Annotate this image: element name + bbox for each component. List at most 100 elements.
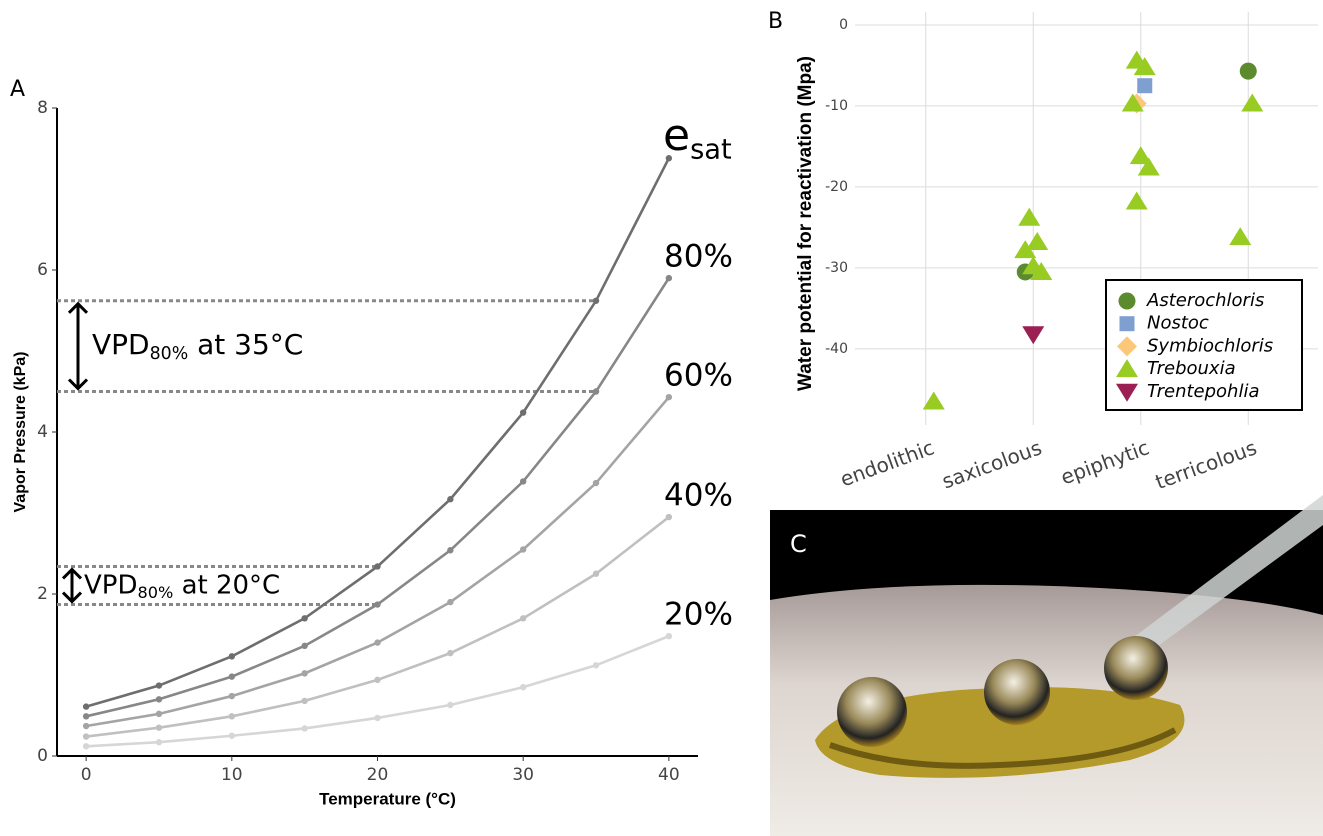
panel-label: C bbox=[790, 530, 807, 558]
y-tick-label: 0 bbox=[839, 17, 848, 33]
vpd-label-sub: 80% bbox=[150, 344, 189, 364]
point bbox=[447, 496, 454, 503]
point bbox=[82, 733, 90, 740]
point bbox=[228, 673, 236, 680]
point bbox=[1125, 191, 1148, 210]
point bbox=[228, 692, 236, 700]
x-tick-label: 0 bbox=[81, 765, 92, 785]
x-tick-label: 20 bbox=[367, 765, 389, 785]
point bbox=[228, 653, 236, 660]
point bbox=[374, 639, 381, 646]
legend-symbol bbox=[1116, 359, 1138, 378]
pipette bbox=[1130, 495, 1323, 652]
panel-label: A bbox=[10, 77, 25, 102]
point bbox=[374, 714, 381, 722]
point bbox=[519, 546, 527, 553]
lichen-edge bbox=[828, 727, 1177, 769]
point bbox=[1022, 326, 1045, 345]
point bbox=[1241, 93, 1264, 112]
y-tick-label: -30 bbox=[825, 260, 848, 276]
y-tick-label: 0 bbox=[37, 746, 48, 766]
point bbox=[665, 393, 673, 401]
series-line bbox=[85, 157, 671, 708]
point bbox=[592, 388, 600, 395]
panel-label: B bbox=[768, 9, 783, 34]
point bbox=[301, 615, 308, 622]
point bbox=[665, 274, 673, 282]
point bbox=[592, 479, 600, 487]
point bbox=[301, 725, 308, 732]
y-tick-label: -40 bbox=[825, 341, 848, 357]
point bbox=[592, 662, 600, 669]
vpd-label: VPD80% at 35°C bbox=[92, 328, 303, 364]
point bbox=[592, 297, 600, 304]
point bbox=[519, 615, 527, 622]
point bbox=[922, 391, 945, 410]
y-tick-label: -20 bbox=[825, 179, 848, 195]
legend-label: Trentepohlia bbox=[1147, 381, 1260, 402]
series-line bbox=[86, 634, 670, 748]
point bbox=[82, 703, 90, 710]
point bbox=[447, 547, 454, 554]
series-label: 60% bbox=[664, 358, 733, 394]
point bbox=[665, 632, 673, 640]
legend-label: Trebouxia bbox=[1147, 358, 1236, 379]
point bbox=[519, 478, 527, 485]
series-label: 80% bbox=[664, 239, 733, 275]
point bbox=[1018, 207, 1041, 226]
point bbox=[374, 601, 381, 608]
y-axis-title: Water potential for reactivation (Mpa) bbox=[795, 56, 816, 391]
vpd-arrow bbox=[67, 301, 89, 391]
panel-a: A 0 2 4 6 8 0 10 20 30 40 Temperature (°C) Vapor Pre… bbox=[10, 77, 733, 808]
legend-symbol bbox=[1116, 383, 1138, 402]
point bbox=[155, 710, 163, 718]
point bbox=[519, 409, 527, 416]
photo: C bbox=[770, 495, 1323, 836]
point bbox=[1137, 157, 1160, 176]
series-line bbox=[85, 516, 670, 738]
x-axis-title: Temperature (°C) bbox=[319, 789, 456, 808]
series-label: 20% bbox=[664, 597, 733, 633]
vpd-label: VPD80% at 20°C bbox=[84, 570, 280, 601]
legend-label: Asterochloris bbox=[1146, 290, 1264, 311]
vpd-label-suffix: at 35°C bbox=[188, 328, 303, 361]
droplet bbox=[837, 677, 907, 747]
point bbox=[301, 642, 308, 650]
point bbox=[228, 732, 236, 739]
x-tick-label: 40 bbox=[658, 765, 680, 785]
vpd-label-sub: 80% bbox=[138, 582, 174, 601]
vpd-label-main: VPD bbox=[92, 328, 150, 361]
legend-box bbox=[1105, 279, 1303, 411]
point bbox=[447, 701, 454, 709]
legend-label: Nostoc bbox=[1147, 313, 1209, 334]
y-tick-label: 8 bbox=[37, 98, 48, 118]
point bbox=[1133, 57, 1156, 76]
x-tick-label: 10 bbox=[221, 765, 243, 785]
point bbox=[1129, 146, 1152, 165]
point bbox=[1026, 231, 1049, 250]
series-label-sub: sat bbox=[690, 134, 732, 165]
panel-b: B 0 -10 -20 -30 -40 endolithic saxicolous epiphy… bbox=[768, 9, 1318, 494]
x-tick-label: 30 bbox=[512, 765, 534, 785]
point bbox=[374, 676, 381, 684]
point bbox=[1014, 240, 1037, 259]
point bbox=[1121, 93, 1144, 112]
point bbox=[374, 563, 381, 570]
point bbox=[665, 155, 673, 162]
series-label-main: e bbox=[663, 110, 690, 161]
vpd-arrow bbox=[61, 567, 83, 604]
y-tick-label: 2 bbox=[37, 584, 48, 604]
legend-symbol bbox=[1117, 336, 1137, 357]
series-label: 40% bbox=[664, 478, 733, 514]
point bbox=[155, 696, 163, 703]
legend-label: Symbiochloris bbox=[1147, 335, 1273, 356]
point bbox=[82, 722, 90, 730]
point bbox=[519, 683, 527, 691]
point bbox=[1239, 62, 1257, 80]
x-tick-label: epiphytic bbox=[1058, 435, 1153, 489]
x-tick-label: terricolous bbox=[1152, 435, 1260, 494]
legend-symbol bbox=[1118, 292, 1136, 310]
point bbox=[665, 513, 673, 521]
y-axis-title: Vapor Pressure (kPa) bbox=[12, 352, 29, 513]
